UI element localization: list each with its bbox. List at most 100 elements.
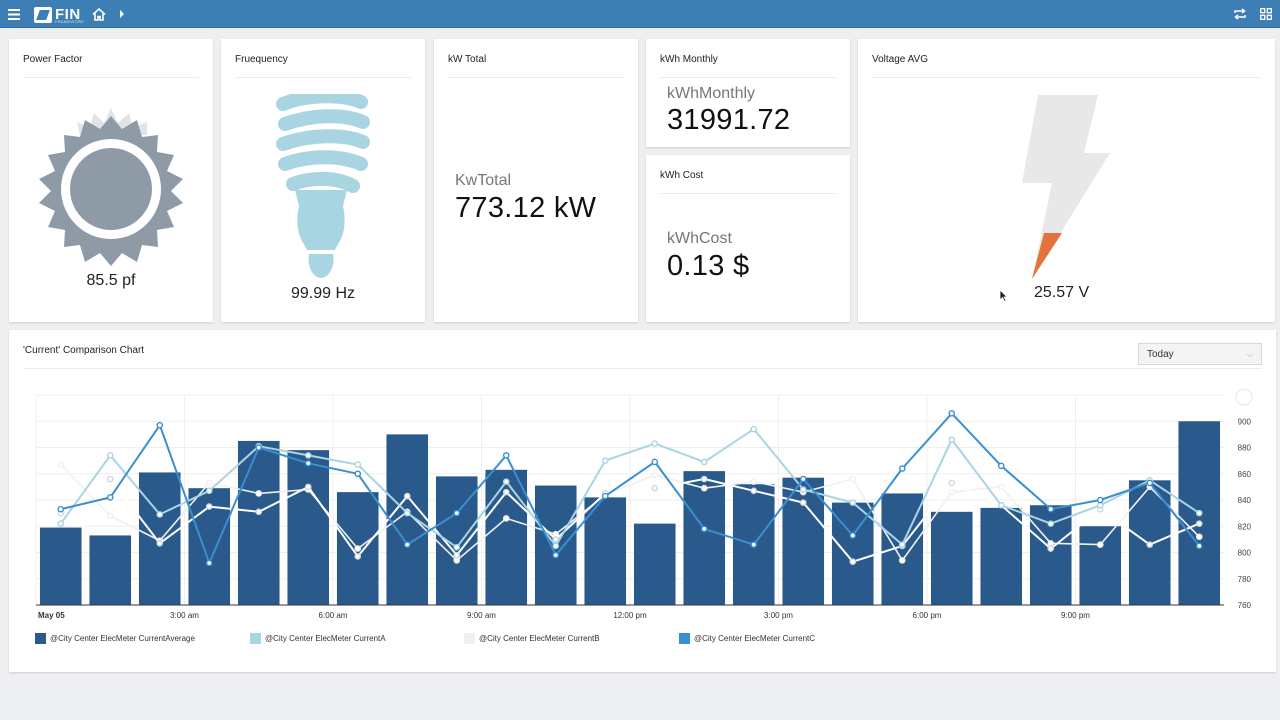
divider xyxy=(235,77,411,78)
y-tick-label: 840 xyxy=(1238,496,1252,505)
point-current-c xyxy=(354,470,362,478)
bar-current-average xyxy=(39,527,82,605)
y-tick-label: 800 xyxy=(1238,549,1252,558)
power-factor-value: 85.5 pf xyxy=(86,272,136,289)
point-current-c xyxy=(403,541,411,548)
legend-item-average[interactable]: @City Center ElecMeter CurrentAverage xyxy=(35,633,195,644)
voltage-value: 25.57 V xyxy=(1034,284,1090,301)
point-current-c xyxy=(453,509,461,517)
voltage-avg-card[interactable]: Voltage AVG 25.57 V xyxy=(858,39,1275,322)
bar-current-average xyxy=(89,535,132,605)
point-current-b xyxy=(1096,541,1104,548)
point-current-a xyxy=(1195,509,1203,517)
legend-swatch xyxy=(679,633,690,644)
point-overlay-white xyxy=(304,483,312,491)
point-current-b xyxy=(552,530,560,538)
point-overlay-white xyxy=(849,558,857,565)
card-title: Power Factor xyxy=(23,54,83,65)
point-current-b xyxy=(849,475,857,483)
kwh-monthly-card[interactable]: kWh Monthly kWhMonthly 31991.72 xyxy=(646,39,850,147)
legend-label: @City Center ElecMeter CurrentA xyxy=(265,634,386,643)
mouse-cursor-icon xyxy=(999,289,1008,302)
point-current-a xyxy=(205,487,213,495)
power-factor-card[interactable]: Power Factor 85.5 pf xyxy=(9,39,213,322)
chart-plot: 760780800820840860880900920May 053:00 am… xyxy=(35,388,1253,620)
legend-item-current-b[interactable]: @City Center ElecMeter CurrentB xyxy=(464,633,600,644)
point-current-a xyxy=(700,458,708,466)
point-current-c xyxy=(898,465,906,472)
divider xyxy=(23,368,1262,369)
card-title: kWh Monthly xyxy=(660,54,718,65)
card-title: Fruequency xyxy=(235,54,288,65)
point-current-a xyxy=(403,509,411,517)
legend-swatch xyxy=(35,633,46,644)
point-overlay-white xyxy=(651,484,659,492)
fin-logo[interactable]: FIN FRAMEWORK xyxy=(34,5,84,24)
point-current-a xyxy=(948,436,956,443)
lightning-bolt-icon xyxy=(1022,95,1110,279)
home-icon[interactable] xyxy=(90,0,108,28)
top-bar: FIN FRAMEWORK xyxy=(0,0,1280,28)
divider xyxy=(660,77,836,78)
point-current-a xyxy=(106,452,114,459)
point-overlay-white xyxy=(156,540,164,547)
kw-total-label: KwTotal xyxy=(455,172,512,189)
point-current-b xyxy=(997,483,1005,491)
point-current-a xyxy=(1047,520,1055,527)
point-current-b xyxy=(948,488,956,496)
x-tick-label: 3:00 pm xyxy=(764,611,793,620)
point-current-b xyxy=(354,545,362,552)
point-current-c xyxy=(156,421,164,429)
current-comparison-chart-card: 'Current' Comparison Chart Today ⌵ 760 78… xyxy=(9,330,1276,672)
x-tick-label: 3:00 am xyxy=(170,611,199,620)
point-current-a xyxy=(57,520,65,527)
logo-text: FIN xyxy=(55,6,81,23)
legend-item-current-c[interactable]: @City Center ElecMeter CurrentC xyxy=(679,633,815,644)
point-current-b xyxy=(898,557,906,564)
point-current-a xyxy=(304,452,312,459)
legend-item-current-a[interactable]: @City Center ElecMeter CurrentA xyxy=(250,633,386,644)
divider xyxy=(872,77,1261,78)
menu-icon[interactable] xyxy=(6,0,22,28)
frequency-card[interactable]: Fruequency 99.99 Hz xyxy=(221,39,425,322)
point-current-c xyxy=(57,505,65,513)
date-range-value: Today xyxy=(1147,349,1174,360)
bar-current-average xyxy=(287,450,330,605)
point-current-c xyxy=(948,410,956,417)
kwh-cost-label: kWhCost xyxy=(667,230,732,247)
divider xyxy=(23,77,199,78)
y-tick-label: 760 xyxy=(1238,601,1252,610)
bar-current-average xyxy=(930,511,973,605)
line-current-c xyxy=(60,412,1201,564)
kwh-monthly-label: kWhMonthly xyxy=(667,85,756,102)
point-current-b xyxy=(1195,533,1203,541)
refresh-icon[interactable] xyxy=(1232,0,1248,28)
x-tick-label: May 05 xyxy=(38,611,65,620)
grid-layout-icon[interactable] xyxy=(1258,0,1274,28)
point-current-b xyxy=(1047,540,1055,547)
bar-current-average xyxy=(980,507,1023,605)
point-current-a xyxy=(552,542,560,550)
bar-current-average xyxy=(386,434,429,605)
x-tick-label: 6:00 pm xyxy=(913,611,942,620)
breadcrumb-arrow-icon[interactable] xyxy=(117,0,127,28)
point-overlay-white xyxy=(799,499,807,506)
point-current-b xyxy=(750,478,758,485)
kwh-cost-card[interactable]: kWh Cost kWhCost 0.13 $ xyxy=(646,155,850,322)
point-overlay-white xyxy=(552,536,560,543)
point-overlay-white xyxy=(750,487,758,495)
point-overlay-white xyxy=(1146,541,1154,548)
point-current-c xyxy=(1146,479,1154,487)
point-current-a xyxy=(750,425,758,433)
date-range-select[interactable]: Today ⌵ xyxy=(1138,343,1262,365)
line-overlay-white xyxy=(60,478,1200,563)
light-bulb-icon xyxy=(276,94,370,278)
point-current-c xyxy=(502,452,510,459)
bar-current-average xyxy=(1029,505,1072,605)
point-overlay-white xyxy=(106,475,114,483)
frequency-value: 99.99 Hz xyxy=(290,285,356,302)
point-current-c xyxy=(1047,505,1055,513)
kwh-cost-value: 0.13 $ xyxy=(667,250,750,282)
point-current-b xyxy=(700,484,708,492)
kw-total-card[interactable]: kW Total KwTotal 773.12 kW xyxy=(434,39,638,322)
